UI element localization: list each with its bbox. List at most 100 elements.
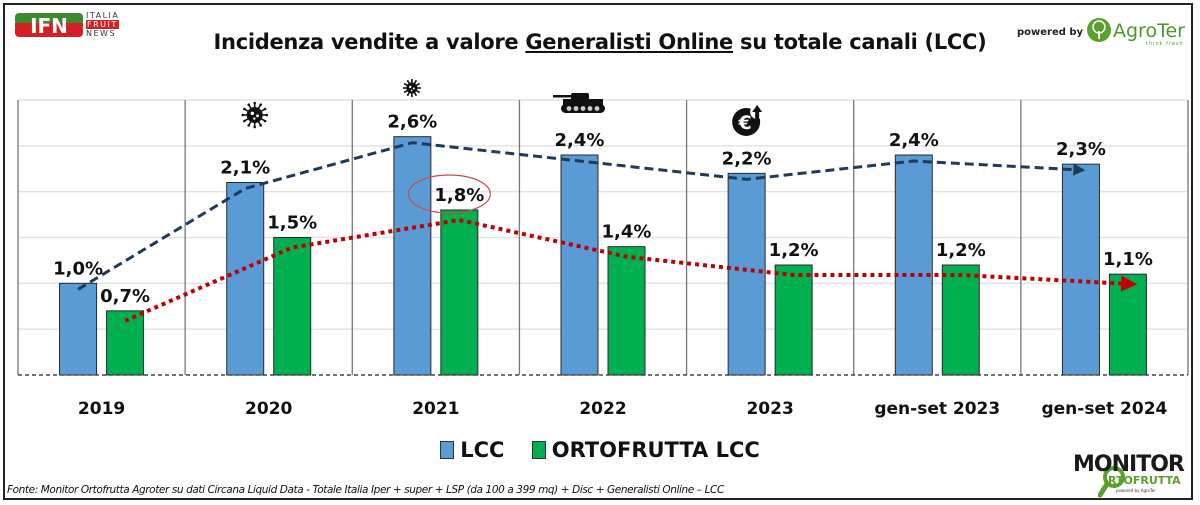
tank-hull bbox=[563, 99, 603, 105]
monitor-logo-powered: powered by AgroTer bbox=[1116, 488, 1156, 493]
bar-lcc bbox=[1061, 163, 1100, 376]
powered-by-label: powered by bbox=[1017, 27, 1084, 38]
ifn-line3: NEWS bbox=[86, 29, 117, 38]
data-label: 1,2% bbox=[769, 240, 819, 261]
x-tick-label: gen-set 2023 bbox=[874, 399, 1000, 419]
x-tick-label: 2020 bbox=[245, 399, 292, 419]
x-tick-label: 2022 bbox=[579, 399, 626, 419]
data-label: 1,2% bbox=[936, 240, 986, 261]
virus-icon bbox=[402, 78, 421, 98]
ifn-logo-icon: IFN bbox=[15, 13, 83, 37]
title-post: su totale canali (LCC) bbox=[733, 30, 987, 54]
virus-spike-tip bbox=[247, 124, 250, 127]
virus-body bbox=[246, 107, 263, 123]
data-label: 1,8% bbox=[434, 185, 484, 206]
tank-wheel bbox=[580, 106, 586, 111]
x-tick-label: 2021 bbox=[412, 399, 459, 419]
virus-spike-tip bbox=[241, 113, 244, 117]
virus-spike-tip bbox=[415, 94, 417, 97]
bar-ortofrutta bbox=[273, 237, 312, 376]
x-tick-label: 2023 bbox=[746, 399, 793, 419]
bar-lcc bbox=[59, 282, 98, 376]
data-label: 2,2% bbox=[722, 148, 772, 169]
title-underlined: Generalisti Online bbox=[525, 30, 733, 54]
virus-body bbox=[406, 82, 418, 94]
tank-wheel bbox=[587, 106, 593, 111]
legend-swatch-ortofrutta bbox=[531, 441, 546, 459]
virus-spike-tip bbox=[419, 87, 421, 89]
data-label: 1,1% bbox=[1103, 249, 1153, 270]
legend-item-lcc: LCC bbox=[440, 438, 504, 462]
euro-symbol: € bbox=[738, 112, 752, 134]
virus-spike-tip bbox=[410, 78, 413, 81]
agroter-logo: AgroTer bbox=[1113, 20, 1185, 42]
agroter-tree-icon bbox=[1087, 18, 1111, 42]
virus-spike-tip bbox=[403, 82, 406, 85]
bar-lcc bbox=[393, 136, 432, 376]
virus-spot bbox=[256, 114, 259, 118]
virus-spike-tip bbox=[403, 91, 406, 94]
monitor-logo-top: MONITOR bbox=[1073, 452, 1185, 477]
chart-title: Incidenza vendite a valore Generalisti O… bbox=[0, 30, 1200, 54]
arrow-up bbox=[752, 105, 763, 119]
virus-spike-tip bbox=[259, 124, 262, 127]
monitor-logo-bottom: RTOFRUTTA bbox=[1108, 474, 1181, 487]
bar-ortofrutta bbox=[1108, 273, 1147, 376]
virus-spike-tip bbox=[418, 82, 420, 85]
virus-spike-tip bbox=[243, 119, 246, 123]
tank-wheel bbox=[573, 106, 579, 111]
virus-spike-tip bbox=[263, 107, 267, 111]
virus-spot bbox=[410, 89, 413, 92]
bar-lcc bbox=[727, 172, 766, 376]
legend-swatch-lcc bbox=[440, 441, 455, 459]
virus-spot bbox=[412, 87, 415, 90]
data-label: 2,4% bbox=[889, 130, 939, 151]
data-label: 2,1% bbox=[220, 158, 270, 179]
data-label: 0,7% bbox=[100, 286, 150, 307]
tank-icon bbox=[553, 93, 605, 113]
bar-ortofrutta bbox=[774, 264, 813, 376]
virus-spike-tip bbox=[263, 119, 267, 123]
virus-spike-tip bbox=[410, 95, 413, 98]
virus-spike-tip bbox=[402, 87, 405, 89]
trendline-lcc bbox=[77, 141, 1086, 291]
virus-spot bbox=[250, 111, 255, 116]
source-note: Fonte: Monitor Ortofrutta Agroter su dat… bbox=[7, 484, 724, 496]
ifn-wordmark: ITALIA FRUIT NEWS bbox=[86, 11, 119, 38]
virus-spike-tip bbox=[243, 107, 246, 111]
virus-spike-tip bbox=[406, 94, 409, 97]
bar-ortofrutta bbox=[106, 310, 145, 376]
virus-spike-tip bbox=[253, 101, 256, 105]
magnifier-icon bbox=[1098, 466, 1125, 498]
virus-icon bbox=[241, 101, 268, 129]
ifn-line2: FRUIT bbox=[86, 20, 119, 29]
trendline-ortofrutta bbox=[124, 217, 1138, 323]
legend-label-lcc: LCC bbox=[460, 438, 505, 462]
bar-lcc bbox=[894, 154, 933, 376]
bar-ortofrutta bbox=[941, 264, 980, 376]
virus-spike-tip bbox=[265, 113, 268, 117]
data-label: 1,4% bbox=[602, 222, 652, 243]
virus-spike-tip bbox=[406, 79, 409, 82]
highlight-ellipse bbox=[407, 174, 491, 214]
bar-ortofrutta bbox=[440, 209, 479, 376]
bar-lcc bbox=[226, 182, 265, 376]
agroter-tagline: think fresh bbox=[1146, 41, 1184, 47]
virus-spike-tip bbox=[415, 79, 417, 82]
data-label: 1,5% bbox=[267, 213, 317, 234]
virus-spot bbox=[408, 85, 412, 89]
data-label: 1,0% bbox=[53, 258, 103, 279]
tank-wheel bbox=[566, 106, 572, 111]
legend-item-ortofrutta: ORTOFRUTTA LCC bbox=[531, 438, 760, 462]
virus-spike-tip bbox=[253, 125, 256, 129]
x-tick-label: 2019 bbox=[78, 399, 125, 419]
virus-spike-tip bbox=[247, 103, 250, 106]
chart-frame bbox=[3, 3, 1193, 500]
virus-spot bbox=[253, 117, 256, 120]
tank-wheel bbox=[594, 106, 600, 111]
title-pre: Incidenza vendite a valore bbox=[213, 30, 526, 54]
x-tick-label: gen-set 2024 bbox=[1041, 399, 1167, 419]
bar-ortofrutta bbox=[607, 246, 646, 376]
legend-label-ortofrutta: ORTOFRUTTA LCC bbox=[551, 438, 760, 462]
